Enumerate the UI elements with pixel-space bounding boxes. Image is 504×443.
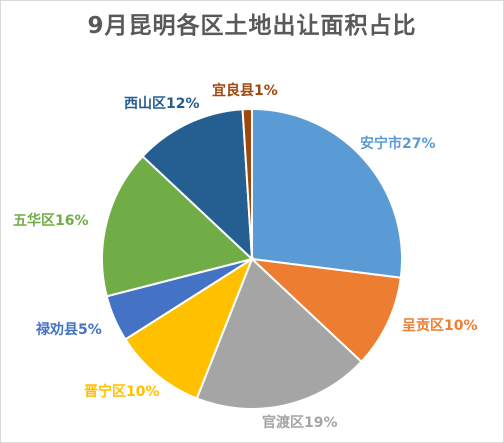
pie-slice-4[interactable] (123, 256, 255, 400)
pie-slice-7[interactable] (141, 108, 254, 262)
slice-label-2: 呈贡区10% (402, 318, 478, 334)
pie-slice-2[interactable] (249, 257, 402, 364)
pie-labels: 安宁市27% 呈贡区10% 官渡区19% 晋宁区10% 禄劝县5% 五华区16% 西山区12… (13, 82, 478, 431)
slice-label-7: 西山区12% (124, 96, 200, 112)
slice-label-8: 宜良县1% (212, 82, 278, 99)
slice-label-5: 禄劝县5% (36, 321, 102, 338)
pie-slice-6[interactable] (101, 154, 255, 298)
pie-slices (101, 107, 403, 410)
pie-slice-1[interactable] (251, 107, 403, 279)
slice-label-4: 晋宁区10% (84, 383, 160, 400)
slice-label-1: 安宁市27% (360, 135, 436, 152)
chart-title: 9月昆明各区土地出让面积占比 (87, 13, 417, 39)
slice-label-6: 五华区16% (13, 212, 89, 229)
slice-label-3: 官渡区19% (262, 414, 338, 431)
pie-slice-8[interactable] (241, 107, 253, 260)
